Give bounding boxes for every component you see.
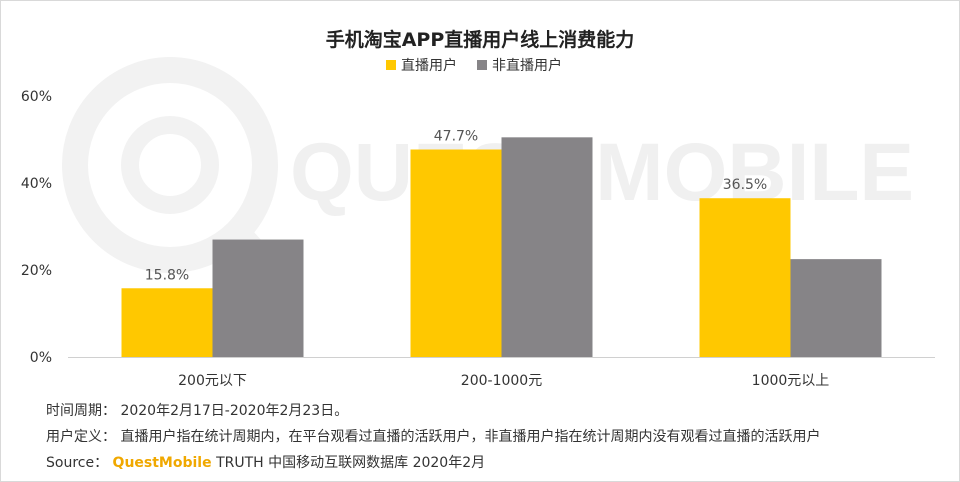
- y-tick-label: 20%: [21, 263, 52, 279]
- bar-live: [121, 288, 213, 357]
- bar-live: [410, 149, 502, 357]
- x-axis: 200元以下 200-1000元 1000元以上: [68, 357, 935, 389]
- source-note: Source： QuestMobile TRUTH 中国移动互联网数据库 202…: [46, 450, 946, 476]
- data-label: 15.8%: [145, 267, 189, 283]
- x-tick-label: 1000元以上: [752, 373, 830, 389]
- legend-label: 直播用户: [401, 57, 457, 74]
- source-rest: TRUTH 中国移动互联网数据库 2020年2月: [216, 455, 486, 471]
- bar-chart: 手机淘宝APP直播用户线上消费能力 直播用户 非直播用户 0%20%40%60% …: [21, 28, 935, 389]
- source-prefix: Source：: [46, 455, 109, 471]
- footnotes: 时间周期： 2020年2月17日-2020年2月23日。 用户定义： 直播用户指…: [46, 398, 946, 476]
- legend-swatch: [477, 60, 487, 70]
- bar-nonlive: [501, 137, 593, 357]
- x-tick-label: 200-1000元: [461, 373, 542, 389]
- data-label: 36.5%: [723, 177, 767, 193]
- legend-label: 非直播用户: [492, 57, 562, 74]
- legend-swatch: [386, 60, 396, 70]
- bar-live: [699, 198, 791, 357]
- chart-title: 手机淘宝APP直播用户线上消费能力: [326, 28, 635, 51]
- bar-nonlive: [212, 239, 304, 357]
- legend: 直播用户 非直播用户: [386, 57, 562, 74]
- source-brand: QuestMobile: [112, 455, 212, 471]
- bars: 15.8% 47.7% 36.5%: [121, 129, 882, 357]
- data-label: 47.7%: [434, 129, 478, 145]
- bar-nonlive: [790, 259, 882, 357]
- y-tick-label: 60%: [21, 89, 52, 105]
- period-note: 时间周期： 2020年2月17日-2020年2月23日。: [46, 403, 349, 419]
- definition-note: 用户定义： 直播用户指在统计周期内，在平台观看过直播的活跃用户，非直播用户指在统…: [46, 429, 821, 445]
- y-tick-label: 40%: [21, 176, 52, 192]
- y-axis: 0% 20% 40% 60%: [21, 89, 52, 366]
- x-tick-label: 200元以下: [178, 373, 247, 389]
- y-tick-label: 0%: [30, 350, 52, 366]
